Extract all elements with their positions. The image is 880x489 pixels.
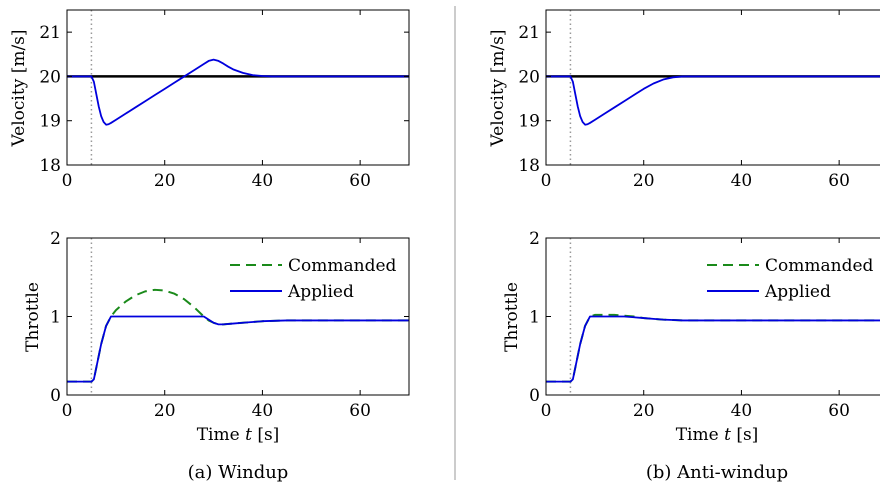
velocity-a-ylabel: Velocity [m/s] (9, 29, 29, 147)
throttle-b-lines (546, 238, 880, 395)
throttle-b-ytick-label: 1 (529, 308, 540, 328)
xlabel-unit: [s] (257, 425, 279, 445)
throttle-a-xtick-label: 20 (154, 401, 176, 421)
xlabel-variable: t (724, 425, 731, 445)
chart-b-velocity: Velocity [m/s] 0 20 40 60 18 19 20 21 (488, 9, 880, 191)
velocity-a-ytick-label: 19 (39, 112, 61, 132)
chart-a-velocity: Velocity [m/s] 0 20 40 60 18 19 20 21 (9, 9, 410, 191)
throttle-b-applied-line (546, 315, 880, 383)
velocity-a-lines (67, 10, 409, 165)
velocity-a-xtick-label: 20 (154, 171, 176, 191)
velocity-a-xtick-label: 60 (349, 171, 371, 191)
throttle-a-ytick-label: 0 (50, 386, 61, 406)
velocity-b-xtick-label: 20 (633, 171, 655, 191)
xlabel-prefix: Time (197, 425, 240, 445)
throttle-a-lines (67, 238, 409, 395)
chart-b-throttle: Throttle 0 20 40 60 0 1 2 Time t [s] Com… (502, 229, 880, 445)
throttle-b-xtick-label: 0 (541, 401, 552, 421)
velocity-b-ticks (545, 10, 840, 166)
velocity-b-ytick-label: 19 (518, 112, 540, 132)
xlabel-variable: t (245, 425, 252, 445)
legend-b-commanded-label: Commanded (765, 256, 874, 276)
legend-b: Commanded Applied (707, 256, 874, 302)
velocity-b-ylabel: Velocity [m/s] (488, 29, 508, 147)
velocity-b-xtick-label: 60 (828, 171, 850, 191)
caption-a: (a) Windup (188, 462, 289, 483)
velocity-a-ytick-label: 18 (39, 156, 61, 176)
throttle-a-ylabel: Throttle (23, 282, 43, 352)
xlabel-unit: [s] (736, 425, 758, 445)
throttle-a-xlabel: Time t [s] (197, 425, 280, 445)
throttle-b-xlabel: Time t [s] (676, 425, 759, 445)
panel-b: Velocity [m/s] 0 20 40 60 18 19 20 21 Th… (488, 9, 880, 483)
velocity-a-ytick-label: 21 (39, 23, 61, 43)
velocity-b-ytick-label: 18 (518, 156, 540, 176)
throttle-a-ytick-label: 2 (50, 229, 61, 249)
throttle-b-ytick-label: 2 (529, 229, 540, 249)
throttle-b-xtick-label: 20 (633, 401, 655, 421)
velocity-a-axes-box (66, 9, 410, 166)
velocity-a-xtick-label: 0 (62, 171, 73, 191)
throttle-b-commanded-line (546, 313, 880, 383)
legend-a-commanded-label: Commanded (288, 256, 397, 276)
legend-a: Commanded Applied (230, 256, 397, 302)
throttle-b-ylabel: Throttle (502, 282, 522, 352)
throttle-b-ticks (545, 237, 840, 396)
velocity-b-axes-box (545, 9, 880, 166)
throttle-b-xtick-label: 40 (731, 401, 753, 421)
velocity-b-ytick-label: 20 (518, 67, 540, 87)
throttle-a-xtick-label: 0 (62, 401, 73, 421)
chart-a-throttle: Throttle 0 20 40 60 0 1 2 Time t [s] Com… (23, 229, 410, 445)
velocity-a-ticks (66, 10, 409, 166)
caption-b: (b) Anti-windup (646, 462, 788, 483)
throttle-a-xtick-label: 40 (252, 401, 274, 421)
velocity-b-xtick-label: 0 (541, 171, 552, 191)
throttle-a-ytick-label: 1 (50, 308, 61, 328)
velocity-b-xtick-label: 40 (731, 171, 753, 191)
velocity-b-ytick-label: 21 (518, 23, 540, 43)
throttle-b-ytick-label: 0 (529, 386, 540, 406)
velocity-a-ytick-label: 20 (39, 67, 61, 87)
velocity-a-xtick-label: 40 (252, 171, 274, 191)
velocity-a-velocity-line (67, 58, 409, 126)
throttle-a-ticks (66, 237, 409, 396)
legend-b-applied-label: Applied (764, 282, 831, 302)
velocity-b-velocity-line (546, 75, 880, 126)
legend-a-applied-label: Applied (287, 282, 354, 302)
xlabel-prefix: Time (676, 425, 719, 445)
throttle-b-xtick-label: 60 (828, 401, 850, 421)
throttle-a-commanded-line (67, 288, 409, 383)
throttle-a-xtick-label: 60 (349, 401, 371, 421)
throttle-a-applied-line (67, 315, 409, 383)
panel-a: Velocity [m/s] 0 20 40 60 18 19 20 21 Th… (9, 9, 410, 483)
velocity-b-lines (546, 10, 880, 165)
